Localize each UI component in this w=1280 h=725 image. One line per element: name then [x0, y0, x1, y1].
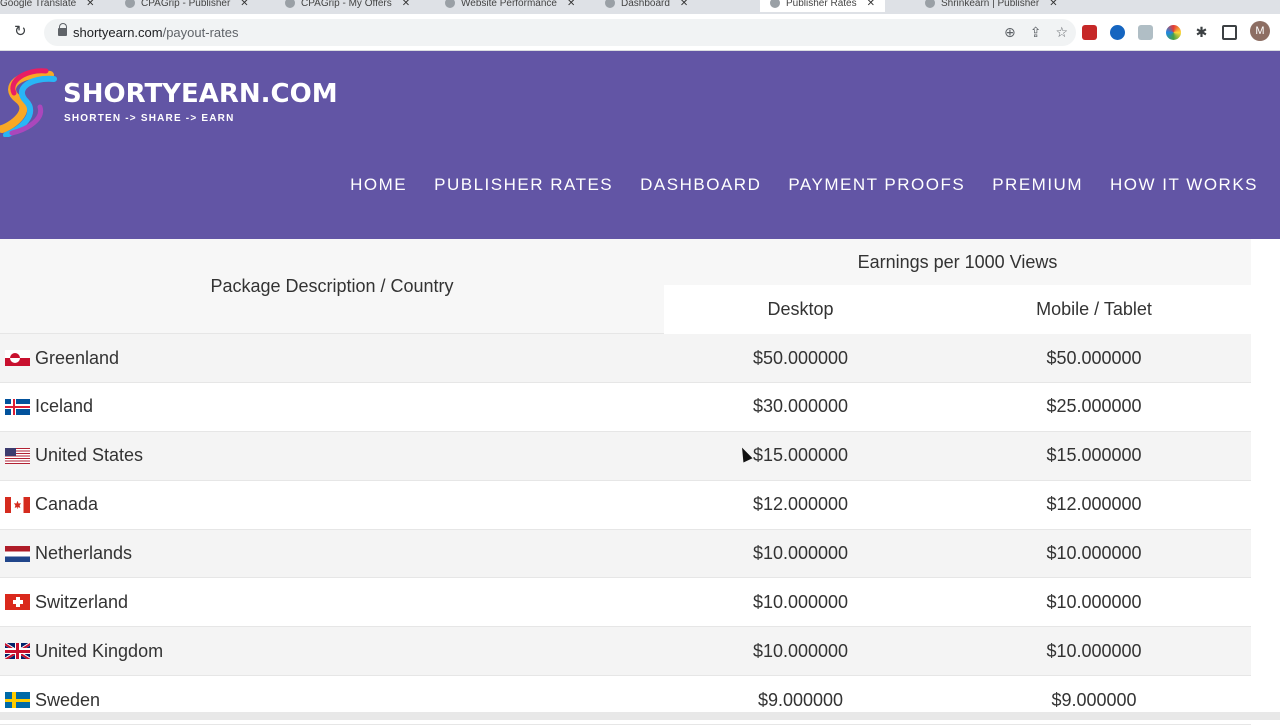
header-mobile: Mobile / Tablet — [937, 285, 1251, 334]
desktop-rate: $10.000000 — [752, 543, 849, 564]
extension-icon[interactable] — [1166, 25, 1181, 40]
country-name: Switzerland — [35, 591, 129, 612]
browser-tab[interactable]: Dashboard ✕ — [605, 0, 688, 12]
country-name: United States — [35, 445, 144, 466]
site-header: SHORTYEARN.COM SHORTEN -> SHARE -> EARN … — [0, 51, 1280, 239]
mobile-rate: $10.000000 — [1046, 543, 1142, 564]
header-earnings: Earnings per 1000 Views — [857, 251, 1058, 272]
country-name: Canada — [35, 494, 99, 515]
extension-icon[interactable] — [1110, 25, 1125, 40]
browser-toolbar: ↻ shortyearn.com/payout-rates ⊕ ⇪ ☆ ✱ M — [0, 14, 1280, 51]
table-header: Package Description / Country Earnings p… — [0, 239, 1251, 334]
avatar[interactable]: M — [1250, 21, 1270, 41]
close-icon[interactable]: ✕ — [566, 0, 576, 9]
table-row: Canada $12.000000 $12.000000 — [0, 480, 1251, 530]
netherlands-flag-icon — [5, 545, 30, 562]
logo-tagline: SHORTEN -> SHARE -> EARN — [64, 113, 235, 124]
mobile-rate: $25.000000 — [1046, 396, 1142, 417]
lock-icon[interactable] — [58, 23, 67, 36]
mobile-rate: $9.000000 — [1051, 689, 1137, 710]
browser-tab[interactable]: Website Performance ✕ — [445, 0, 575, 12]
mobile-rate: $15.000000 — [1046, 445, 1142, 466]
nav-payment-proofs[interactable]: PAYMENT PROOFS — [788, 175, 966, 194]
us-flag-icon — [5, 447, 30, 464]
browser-tab[interactable]: Shrinkearn | Publisher ✕ — [925, 0, 1058, 12]
close-icon[interactable]: ✕ — [679, 0, 689, 9]
favicon-icon — [925, 0, 935, 8]
table-row: Netherlands $10.000000 $10.000000 — [0, 529, 1251, 579]
favicon-icon — [125, 0, 135, 8]
desktop-rate: $30.000000 — [752, 396, 849, 417]
desktop-rate: $10.000000 — [752, 591, 849, 612]
reload-icon[interactable]: ↻ — [14, 23, 27, 40]
sidebar-icon[interactable] — [1222, 25, 1237, 40]
nav-home[interactable]: HOME — [350, 175, 408, 194]
desktop-rate: $15.000000 — [752, 445, 849, 466]
close-icon[interactable]: ✕ — [866, 0, 875, 9]
nav-dashboard[interactable]: DASHBOARD — [640, 175, 762, 194]
uk-flag-icon — [5, 643, 30, 660]
puzzle-icon[interactable]: ✱ — [1195, 24, 1208, 40]
mobile-rate: $10.000000 — [1046, 640, 1142, 661]
desktop-rate: $50.000000 — [752, 347, 849, 368]
nav-how-it-works[interactable]: HOW IT WORKS — [1109, 175, 1258, 194]
browser-tab[interactable]: CPAGrip - Publisher ✕ — [125, 0, 249, 12]
favicon-icon — [770, 0, 780, 8]
address-bar[interactable]: shortyearn.com/payout-rates ⊕ ⇪ ☆ — [44, 19, 1076, 46]
nav-premium[interactable]: PREMIUM — [992, 175, 1083, 194]
table-row: United States $15.000000 $15.000000 — [0, 431, 1251, 481]
favicon-icon — [605, 0, 615, 8]
extension-icon[interactable] — [1082, 25, 1097, 40]
shield-icon[interactable] — [1138, 25, 1153, 40]
iceland-flag-icon — [5, 398, 30, 415]
rates-table: Package Description / Country Earnings p… — [0, 239, 1251, 725]
browser-tab-active[interactable]: Publisher Rates ✕ — [760, 0, 885, 12]
zoom-icon[interactable]: ⊕ — [1003, 24, 1016, 40]
close-icon[interactable]: ✕ — [86, 0, 95, 9]
share-icon[interactable]: ⇪ — [1029, 24, 1042, 40]
country-name: United Kingdom — [35, 640, 164, 661]
close-icon[interactable]: ✕ — [240, 0, 249, 9]
url-text[interactable]: shortyearn.com/payout-rates — [73, 25, 239, 40]
browser-tab-strip: Google Translate ✕ CPAGrip - Publisher ✕ C… — [0, 0, 1280, 14]
header-country: Package Description / Country — [210, 276, 454, 296]
sweden-flag-icon — [5, 692, 30, 709]
country-name: Iceland — [35, 396, 94, 417]
logo-icon[interactable] — [0, 67, 60, 137]
mobile-rate: $50.000000 — [1046, 347, 1142, 368]
main-nav: HOME PUBLISHER RATES DASHBOARD PAYMENT P… — [350, 175, 1258, 195]
header-desktop: Desktop — [664, 285, 937, 334]
table-row: Iceland $30.000000 $25.000000 — [0, 382, 1251, 432]
nav-publisher-rates[interactable]: PUBLISHER RATES — [434, 175, 614, 194]
switzerland-flag-icon — [5, 594, 30, 611]
desktop-rate: $12.000000 — [752, 494, 849, 515]
star-icon[interactable]: ☆ — [1055, 24, 1068, 40]
favicon-icon — [445, 0, 455, 8]
close-icon[interactable]: ✕ — [401, 0, 411, 9]
mobile-rate: $12.000000 — [1046, 494, 1142, 515]
browser-tab[interactable]: CPAGrip - My Offers ✕ — [285, 0, 410, 12]
table-row: Switzerland $10.000000 $10.000000 — [0, 578, 1251, 628]
desktop-rate: $9.000000 — [757, 689, 844, 710]
favicon-icon — [285, 0, 295, 8]
logo-title[interactable]: SHORTYEARN.COM — [63, 79, 338, 109]
desktop-rate: $10.000000 — [752, 640, 849, 661]
table-row: Greenland $50.000000 $50.000000 — [0, 334, 1251, 383]
table-row: United Kingdom $10.000000 $10.000000 — [0, 627, 1251, 677]
greenland-flag-icon — [5, 350, 30, 366]
country-name: Greenland — [35, 347, 120, 368]
country-name: Netherlands — [35, 543, 133, 564]
canada-flag-icon — [5, 496, 30, 513]
close-icon[interactable]: ✕ — [1049, 0, 1058, 9]
country-name: Sweden — [35, 689, 101, 710]
browser-tab[interactable]: Google Translate ✕ — [0, 0, 95, 12]
bottom-edge — [0, 712, 1280, 720]
mobile-rate: $10.000000 — [1046, 591, 1142, 612]
